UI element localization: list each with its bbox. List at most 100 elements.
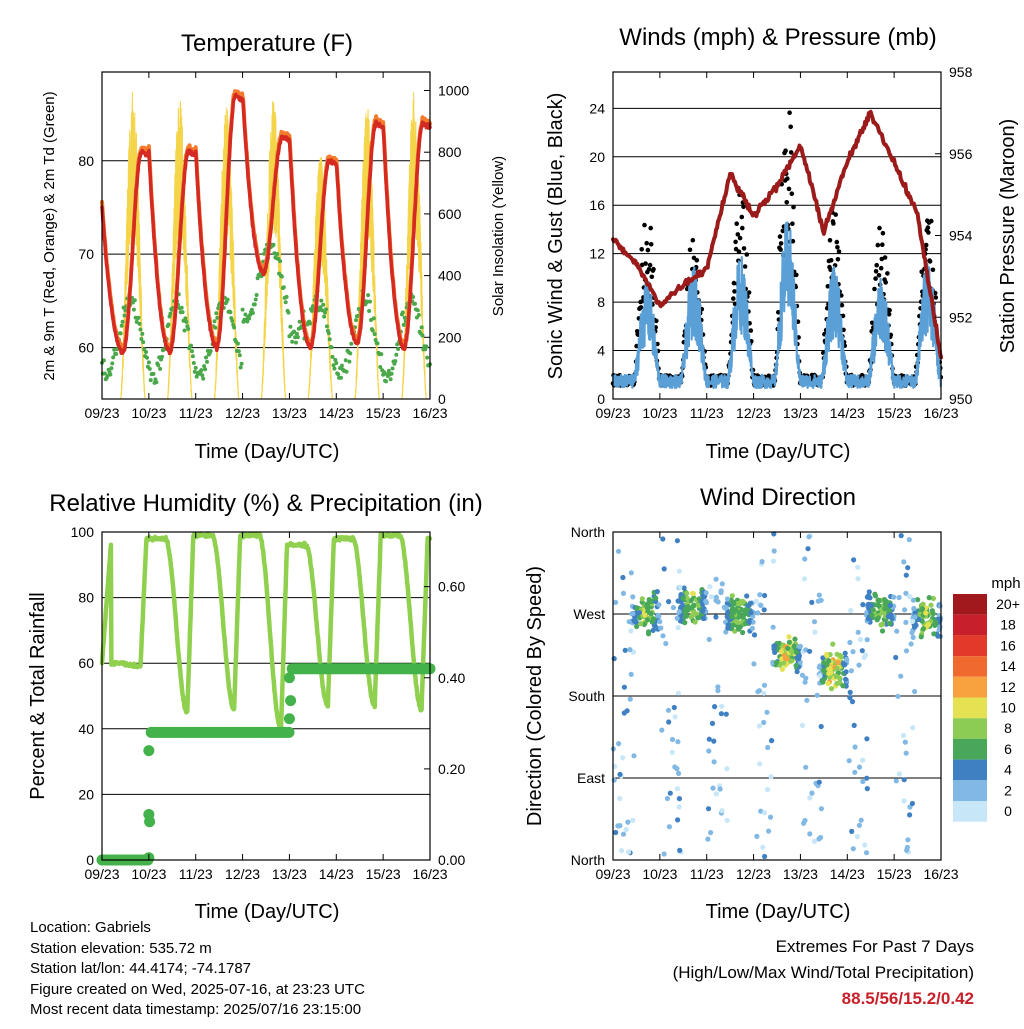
direction-point xyxy=(627,647,633,653)
gust-series xyxy=(610,110,944,388)
direction-point xyxy=(833,673,839,680)
direction-point xyxy=(706,748,712,754)
gust-point xyxy=(833,212,838,217)
gust-point xyxy=(930,267,936,273)
direction-point xyxy=(765,786,771,793)
winds-xtick-label: 12/23 xyxy=(736,405,771,421)
dewpoint-point xyxy=(320,308,325,313)
direction-point xyxy=(706,636,712,643)
direction-point xyxy=(920,626,927,632)
direction-point xyxy=(711,759,717,765)
direction-point xyxy=(835,659,841,666)
direction-point xyxy=(681,585,687,591)
direction-point xyxy=(751,632,758,638)
direction-point xyxy=(901,798,907,804)
direction-point xyxy=(915,597,921,603)
dewpoint-point xyxy=(288,324,293,329)
dewpoint-point xyxy=(191,361,196,365)
gust-point xyxy=(648,225,653,231)
gust-point xyxy=(788,124,793,130)
direction-point xyxy=(864,609,870,615)
dewpoint-point xyxy=(292,329,297,334)
gust-point xyxy=(790,238,796,244)
dewpoint-point xyxy=(236,349,241,354)
humidity-xtick-label: 09/23 xyxy=(84,866,119,882)
direction-point xyxy=(834,651,840,657)
temp-ytick-right-label: 400 xyxy=(438,268,462,284)
gust-point xyxy=(648,242,654,247)
winds-xlabel: Time (Day/UTC) xyxy=(706,441,851,463)
direction-point xyxy=(844,657,850,663)
direction-point xyxy=(860,757,866,763)
direction-point xyxy=(669,749,675,755)
direction-point xyxy=(627,696,633,702)
station-location: Location: Gabriels xyxy=(30,919,151,936)
dewpoint-point xyxy=(216,306,221,311)
winds-xtick-label: 13/23 xyxy=(783,405,818,421)
colorbar-swatch xyxy=(953,656,987,677)
direction-point xyxy=(907,812,913,818)
gust-point xyxy=(880,242,885,247)
direction-point xyxy=(792,636,798,642)
dewpoint-point xyxy=(245,319,250,324)
direction-point xyxy=(918,634,924,640)
direction-point xyxy=(677,584,683,590)
colorbar-label: 8 xyxy=(1004,720,1012,736)
dewpoint-point xyxy=(370,328,375,333)
direction-point xyxy=(864,775,870,781)
dewpoint-point xyxy=(192,369,197,374)
humidity-ytick-label: 40 xyxy=(78,721,94,737)
dewpoint-point xyxy=(200,373,205,378)
direction-point xyxy=(818,723,824,730)
direction-point xyxy=(611,777,617,783)
direction-point xyxy=(639,596,645,602)
direction-point xyxy=(817,673,823,679)
extremes-heading: Extremes For Past 7 Days xyxy=(775,937,974,956)
dewpoint-point xyxy=(310,304,315,309)
dewpoint-point xyxy=(283,300,288,305)
direction-point xyxy=(887,602,894,609)
humidity-xtick-label: 14/23 xyxy=(319,866,354,882)
dewpoint-point xyxy=(379,352,384,357)
direction-point xyxy=(925,622,931,628)
dewpoint-point xyxy=(243,312,248,317)
gust-point xyxy=(919,269,924,275)
direction-point xyxy=(762,853,768,860)
direction-point xyxy=(909,630,915,636)
dewpoint-point xyxy=(366,293,371,298)
direction-point xyxy=(905,837,911,843)
direction-point xyxy=(634,623,640,630)
direction-point xyxy=(849,828,855,835)
winds-xtick-label: 11/23 xyxy=(690,405,724,421)
humidity-ytick-label: 100 xyxy=(71,524,95,540)
direction-point xyxy=(903,572,909,578)
dewpoint-point xyxy=(281,285,286,290)
direction-point xyxy=(645,605,651,612)
dewpoint-point xyxy=(389,371,394,376)
dewpoint-point xyxy=(140,331,145,336)
direction-point xyxy=(691,602,697,609)
gust-point xyxy=(643,261,648,266)
colorbar-label: 0 xyxy=(1004,803,1012,819)
colorbar-swatch xyxy=(953,718,987,739)
gust-point xyxy=(878,265,884,271)
direction-title: Wind Direction xyxy=(700,484,856,511)
dewpoint-point xyxy=(319,298,324,303)
direction-point xyxy=(656,602,662,608)
gust-point xyxy=(787,110,792,115)
direction-point xyxy=(811,838,818,845)
dewpoint-point xyxy=(344,369,349,374)
wind-line xyxy=(611,221,942,390)
dewpoint-point xyxy=(144,350,148,354)
direction-point xyxy=(724,766,730,772)
colorbar-swatch xyxy=(953,697,987,719)
dewpoint-point xyxy=(324,324,329,329)
gust-point xyxy=(737,235,743,241)
dewpoint-point xyxy=(205,359,209,364)
colorbar-swatch xyxy=(953,801,987,822)
direction-point xyxy=(761,607,767,613)
direction-point xyxy=(806,534,812,540)
dewpoint-point xyxy=(349,341,354,346)
direction-ylabel: Direction (Colored By Speed) xyxy=(524,566,546,826)
direction-xtick-label: 16/23 xyxy=(923,866,958,882)
